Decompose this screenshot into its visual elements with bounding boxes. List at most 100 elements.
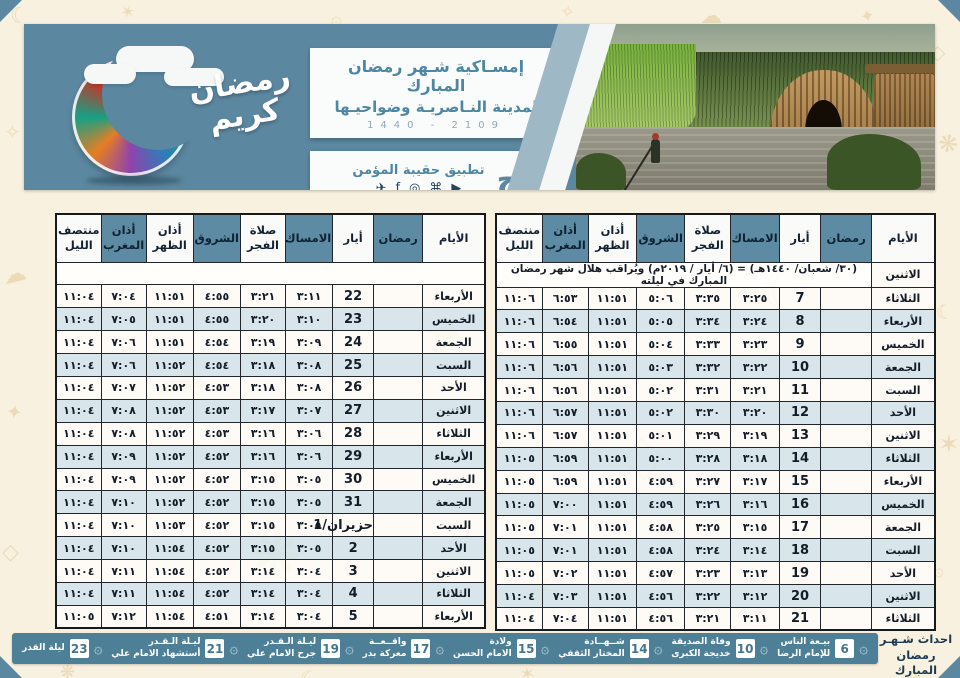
column-header-dhuhr: أذان الظهر [145, 213, 194, 263]
sunrise-cell: ٥:٠٠ [636, 446, 686, 471]
imsak-cell: ٣:٠٤ [285, 581, 334, 606]
maghrib-cell: ٧:١٠ [100, 536, 147, 561]
column-header-imsak: الامساك [730, 213, 780, 263]
telegram-icon: ✈ [375, 180, 387, 191]
crescent-artwork: رمضان كريم [24, 24, 324, 190]
maghrib-cell: ٦:٥٩ [541, 446, 589, 471]
event-day-6: ۞ 6 بيـعة الناس للإمام الرضا [777, 637, 868, 660]
maghrib-cell: ٧:٠٧ [100, 375, 147, 400]
may-cell: 28 [332, 421, 374, 446]
column-header-days: الأيام [870, 213, 936, 263]
column-header-ramadan: رمضان [372, 213, 424, 263]
fajr-cell: ٣:١٥ [239, 513, 287, 538]
ramadan-cell [372, 604, 424, 629]
midnight-cell: ١١:٠٤ [55, 375, 102, 400]
imsak-cell: ٣:٠٥ [285, 467, 334, 492]
timetables: الأيام رمضان أيار الامساك صلاة الفجر الشروق أذ… [24, 213, 936, 632]
maghrib-cell: ٧:٠٩ [100, 444, 147, 469]
event-label: ولادة الامام الحسن [452, 637, 512, 659]
sunrise-cell: ٤:٥٣ [192, 421, 242, 446]
days-cell: الاثنين [870, 423, 936, 448]
may-cell: 20 [778, 584, 822, 608]
may-cell: 4 [332, 581, 374, 606]
imsakiya-table-first-half: الأيام رمضان أيار الامساك صلاة الفجر الشروق أذ… [495, 213, 936, 632]
maghrib-cell: ٦:٥٩ [541, 469, 589, 494]
imsak-cell: ٣:١٦ [730, 492, 780, 517]
fajr-cell: ٣:١٦ [239, 444, 287, 469]
may-cell: 9 [778, 332, 822, 357]
imsak-cell: ٣:١١ [730, 606, 780, 631]
dhuhr-cell: ١١:٥١ [587, 378, 638, 402]
days-cell: الخميس [422, 467, 486, 492]
midnight-cell: ١١:٠٤ [55, 307, 102, 332]
doodle-ornament-icon: ✦ [4, 398, 25, 426]
ramadan-cell [372, 307, 424, 332]
may-cell: 30 [332, 467, 374, 492]
days-cell: السبت [422, 353, 486, 377]
may-cell: 27 [332, 398, 374, 423]
doodle-ornament-icon: ◇ [2, 540, 19, 565]
fajr-cell: ٣:٢٢ [684, 584, 732, 608]
may-cell: 17 [778, 515, 822, 540]
maghrib-cell: ٧:٠٦ [100, 330, 147, 355]
dhuhr-cell: ١١:٥١ [587, 400, 638, 425]
midnight-cell: ١١:٠٤ [55, 559, 102, 583]
imsak-cell: ٣:٢٤ [730, 309, 780, 334]
dhuhr-cell: ١١:٥٣ [145, 513, 194, 538]
event-day-17: ۞ 17 واقــعــة معركة بدر [363, 637, 445, 660]
imsak-cell: ٣:٠٩ [285, 330, 334, 355]
imsak-cell: ٣:١١ [285, 284, 334, 309]
sunrise-cell: ٥:٠٤ [636, 332, 686, 357]
maghrib-cell: ٧:٠٠ [541, 492, 589, 517]
days-cell: الأربعاء [870, 309, 936, 334]
fajr-cell: ٣:٢٧ [684, 469, 732, 494]
dhuhr-cell: ١١:٥٢ [145, 467, 194, 492]
crescent-shadow [86, 176, 182, 185]
cloud-icon [84, 64, 136, 84]
ramadan-cell [372, 581, 424, 606]
days-cell: الخميس [422, 307, 486, 332]
days-cell: الجمعة [422, 490, 486, 515]
imsak-cell: ٣:٠٦ [285, 444, 334, 469]
ramadan-cell [820, 355, 872, 380]
event-label: شــهــادة المختار الثقفي [558, 637, 625, 659]
event-day-badge: 23 [69, 639, 89, 658]
imsak-cell: ٣:٠٤ [285, 604, 334, 629]
events-strip: ۞ 6 بيـعة الناس للإمام الرضا ۞ 10 وفاة الصديق… [12, 633, 878, 664]
column-header-maghrib: أذان المغرب [100, 213, 147, 263]
dhuhr-cell: ١١:٥٢ [145, 444, 194, 469]
ornament-seal-icon: ۞ [345, 639, 354, 657]
column-header-ramadan: رمضان [820, 213, 872, 263]
column-header-sunrise: الشروق [192, 213, 242, 263]
may-cell: 5 [332, 604, 374, 629]
days-cell: الخميس [870, 332, 936, 357]
dhuhr-cell: ١١:٥١ [145, 330, 194, 355]
ramadan-cell [820, 584, 872, 608]
days-cell: الأربعاء [422, 284, 486, 309]
ramadan-cell [820, 561, 872, 586]
dhuhr-cell: ١١:٥١ [587, 469, 638, 494]
event-day-badge: 10 [735, 639, 755, 658]
sunrise-cell: ٤:٥٦ [636, 606, 686, 631]
dhuhr-cell: ١١:٥٢ [145, 421, 194, 446]
poster-title-line1: إمسـاكية شـهر رمضان المبارك [347, 57, 525, 95]
days-cell: الأحد [870, 561, 936, 586]
fajr-cell: ٣:٢٨ [684, 446, 732, 471]
imsak-cell: ٣:١٨ [730, 446, 780, 471]
facebook-icon: f [395, 180, 401, 191]
sunrise-cell: ٤:٥٩ [636, 492, 686, 517]
may-cell: 7 [778, 286, 822, 311]
imsak-cell: ٣:١٧ [730, 469, 780, 494]
may-cell: 26 [332, 375, 374, 400]
fajr-cell: ٣:٢١ [239, 284, 287, 309]
days-cell: الثلاثاء [422, 581, 486, 606]
imsak-cell: ٣:٢٣ [730, 332, 780, 357]
sunrise-cell: ٥:٠٢ [636, 400, 686, 425]
sunrise-cell: ٤:٥٧ [636, 561, 686, 586]
dhuhr-cell: ١١:٥٢ [145, 375, 194, 400]
ramadan-cell [820, 332, 872, 357]
maghrib-cell: ٧:١٢ [100, 604, 147, 629]
ramadan-cell [372, 559, 424, 583]
event-day-21: ۞ 21 ليـلة الـقـدر أستشهاد الامام علي [111, 637, 238, 660]
imsak-cell: ٣:٢٠ [730, 400, 780, 425]
